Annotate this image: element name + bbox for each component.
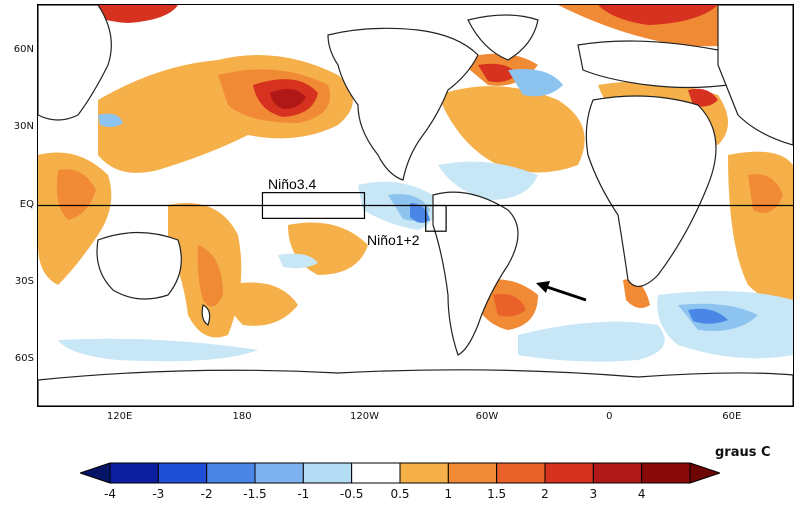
lon-label: 120W	[349, 411, 379, 422]
colorbar-tick-label: -1	[297, 487, 310, 501]
lat-label: EQ	[19, 198, 34, 210]
map-border	[37, 4, 794, 407]
north-america	[327, 27, 479, 181]
australia	[96, 231, 182, 300]
colorbar	[80, 462, 720, 484]
sst-anomaly-map	[38, 5, 793, 406]
colorbar-tick-label: -0.5	[339, 487, 364, 501]
colorbar-tick-label: 0.5	[390, 487, 410, 501]
lat-label: 30N	[13, 121, 34, 133]
antarctica	[38, 369, 793, 406]
colorbar-swatch	[447, 462, 498, 484]
nino12-label: Niño1+2	[367, 232, 420, 248]
arrow-annotation	[536, 281, 587, 302]
colorbar-swatch	[544, 462, 594, 484]
colorbar-high-arrow	[689, 462, 720, 484]
colorbar-swatch	[206, 462, 256, 484]
colorbar-swatch	[592, 462, 643, 484]
colorbar-swatch	[641, 462, 691, 484]
east-asia	[38, 5, 112, 121]
colorbar-tick-label: -1.5	[243, 487, 267, 501]
colorbar-tick-label: -3	[152, 487, 165, 501]
colorbar-tick-label: 3	[589, 487, 598, 501]
nino12-box	[425, 204, 447, 232]
colorbar-swatch	[157, 462, 208, 484]
lat-label: 60N	[13, 44, 34, 56]
map-canvas	[38, 5, 793, 406]
south-america	[432, 191, 519, 356]
colorbar-swatch	[302, 462, 353, 484]
colorbar-tick-label: 1	[444, 487, 453, 501]
lon-label: 60W	[475, 411, 499, 422]
colorbar-swatch	[399, 462, 449, 484]
lon-label: 120E	[106, 411, 133, 422]
nino34-box	[261, 192, 366, 219]
colorbar-low-arrow	[80, 462, 111, 484]
nino34-label: Niño3.4	[268, 176, 317, 192]
asia	[717, 5, 793, 146]
colorbar-tick-label: -2	[200, 487, 213, 501]
colorbar-tick-label: 2	[541, 487, 549, 501]
warm-anomalies	[38, 5, 793, 338]
colorbar-swatch	[109, 462, 159, 484]
greenland	[467, 14, 539, 61]
continents	[38, 5, 793, 406]
lon-label: 0	[606, 411, 613, 422]
colorbar-tick-label: -4	[104, 487, 116, 501]
new-zealand	[201, 304, 211, 326]
colorbar-swatch	[351, 462, 401, 484]
lon-label: 60E	[722, 411, 742, 422]
colorbar-tick-label: 4	[637, 487, 646, 501]
units-label: graus C	[715, 445, 771, 460]
colorbar-tick-label: 1.5	[487, 487, 507, 501]
colorbar-swatch	[254, 462, 304, 484]
colorbar-swatch	[496, 462, 546, 484]
africa	[585, 95, 717, 287]
cool-anomalies	[58, 69, 793, 362]
lat-label: 30S	[14, 275, 34, 287]
lon-label: 180	[232, 411, 252, 422]
lat-label: 60S	[14, 352, 34, 364]
